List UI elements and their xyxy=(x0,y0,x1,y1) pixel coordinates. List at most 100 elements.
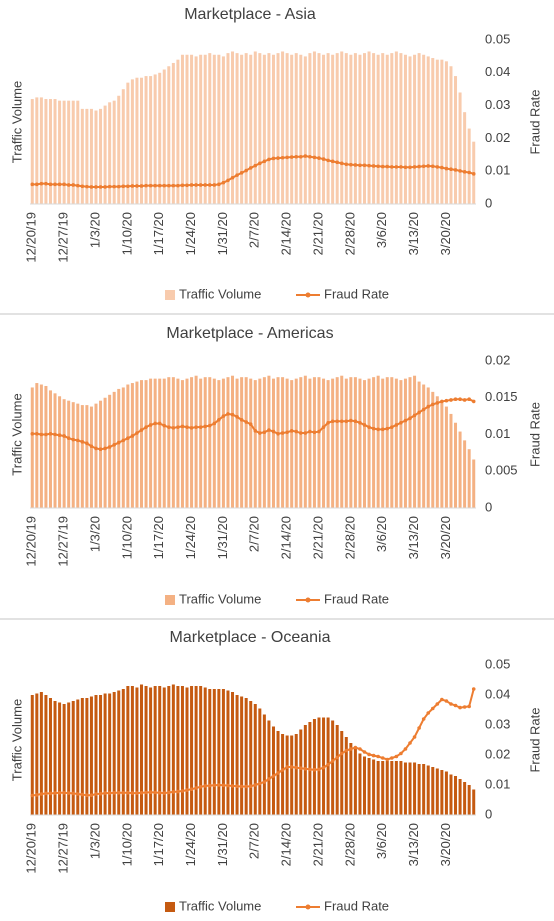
line-marker xyxy=(198,785,203,789)
bar xyxy=(199,378,203,508)
bar xyxy=(199,686,203,815)
bar xyxy=(117,690,121,815)
bar xyxy=(258,378,262,508)
bar xyxy=(312,719,316,815)
line-marker xyxy=(157,791,162,795)
line-marker xyxy=(167,425,171,429)
bar xyxy=(130,383,134,508)
bar xyxy=(285,53,289,205)
bar xyxy=(153,378,157,508)
bar xyxy=(149,687,153,815)
bar xyxy=(44,99,48,204)
bar xyxy=(253,380,257,508)
line-marker xyxy=(30,793,35,798)
bar xyxy=(244,698,248,815)
line-marker xyxy=(48,431,53,436)
x-tick-label: 3/20/20 xyxy=(438,212,453,255)
line-marker xyxy=(189,426,194,430)
x-tick-label: 1/17/20 xyxy=(151,823,166,866)
bar xyxy=(217,54,221,205)
line-marker xyxy=(362,423,367,427)
bar xyxy=(467,785,471,815)
line-marker xyxy=(85,793,89,797)
line-marker xyxy=(444,166,449,171)
bar xyxy=(39,384,43,508)
line-marker xyxy=(430,164,435,169)
y2-tick-label: 0.005 xyxy=(485,463,518,478)
bar xyxy=(135,77,139,204)
line-marker xyxy=(317,429,321,434)
line-marker xyxy=(48,791,53,796)
x-tick-label: 2/28/20 xyxy=(342,823,357,866)
line-marker xyxy=(294,765,299,770)
line-marker xyxy=(440,697,444,702)
line-marker xyxy=(221,783,226,788)
line-marker xyxy=(203,784,208,788)
line-marker xyxy=(403,165,408,170)
bar xyxy=(103,105,107,204)
bar xyxy=(403,378,407,508)
line-marker xyxy=(44,432,48,437)
bar xyxy=(76,100,80,204)
line-marker xyxy=(462,170,467,174)
line-marker xyxy=(80,792,85,797)
bar xyxy=(167,377,171,508)
line-marker xyxy=(107,445,112,449)
x-tick-label: 2/14/20 xyxy=(279,212,294,255)
bar xyxy=(262,377,266,508)
line-marker xyxy=(440,165,444,170)
bar xyxy=(112,692,116,815)
bar xyxy=(126,82,130,204)
bar xyxy=(367,758,371,815)
line-marker xyxy=(358,747,362,751)
bar xyxy=(340,375,344,508)
bar xyxy=(176,59,180,205)
bar xyxy=(276,53,280,205)
line-marker xyxy=(30,182,35,187)
bar xyxy=(44,695,48,815)
line-marker xyxy=(308,429,312,434)
line-marker xyxy=(467,704,471,709)
bar xyxy=(103,397,107,508)
bar xyxy=(203,687,207,815)
x-tick-label: 2/21/20 xyxy=(310,516,325,559)
bar xyxy=(58,100,62,204)
x-tick-label: 2/7/20 xyxy=(247,823,262,859)
line-marker xyxy=(471,399,476,404)
bar xyxy=(48,698,52,815)
line-marker xyxy=(339,751,344,756)
bar xyxy=(153,74,157,204)
bar xyxy=(71,100,75,204)
line-marker xyxy=(157,183,162,188)
bar xyxy=(390,377,394,508)
bar xyxy=(344,378,348,508)
line-marker xyxy=(308,767,312,772)
bar xyxy=(458,431,462,508)
line-marker xyxy=(248,166,253,170)
line-marker xyxy=(89,444,94,449)
line-marker xyxy=(317,767,321,772)
bar xyxy=(144,380,148,508)
y2-tick-label: 0 xyxy=(485,195,492,210)
line-marker xyxy=(35,431,39,436)
line-marker xyxy=(94,446,98,451)
line-marker xyxy=(57,182,62,187)
line-marker xyxy=(349,418,353,423)
line-marker xyxy=(85,184,89,189)
line-marker xyxy=(253,429,258,433)
bar xyxy=(240,377,244,508)
bar xyxy=(80,698,84,815)
line-marker xyxy=(426,711,431,715)
line-marker xyxy=(371,164,376,168)
line-marker xyxy=(285,765,289,769)
bar xyxy=(94,110,98,204)
bar xyxy=(221,689,225,815)
line-marker xyxy=(176,425,180,429)
x-tick-label: 12/20/19 xyxy=(24,516,39,567)
line-marker xyxy=(326,158,330,163)
y-axis-label: Traffic Volume xyxy=(9,393,24,475)
line-marker xyxy=(180,424,185,429)
line-marker xyxy=(403,747,408,751)
bar xyxy=(253,51,257,205)
y2-tick-label: 0.015 xyxy=(485,389,518,404)
